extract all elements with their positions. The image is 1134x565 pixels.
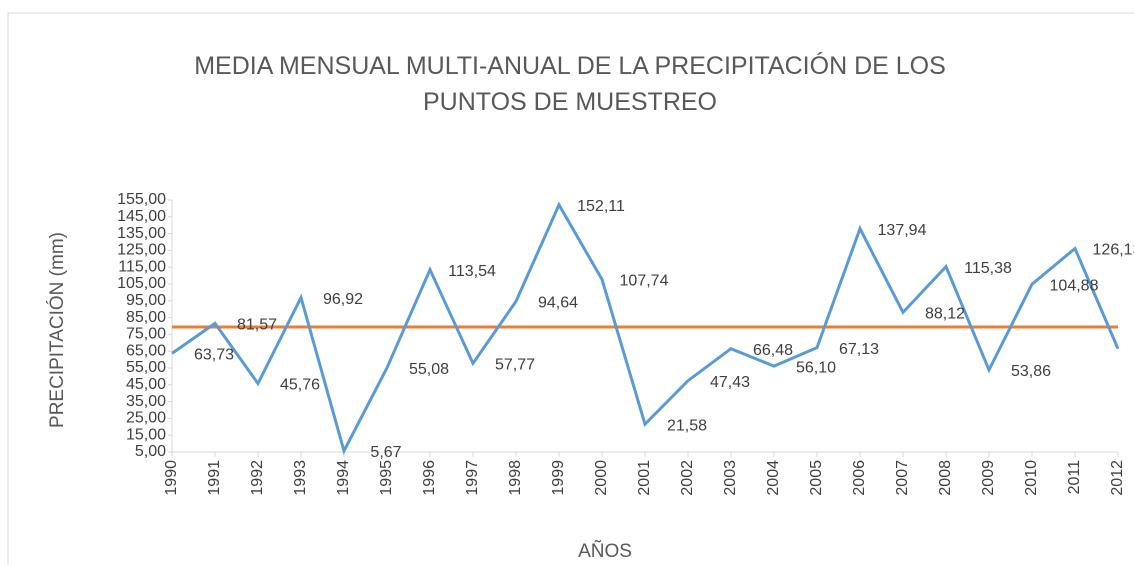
data-label: 152,11	[577, 198, 625, 215]
y-tick-label: 105,00	[117, 275, 166, 292]
y-tick-label: 45,00	[126, 376, 166, 393]
chart-border	[7, 12, 1134, 565]
data-label: 55,08	[409, 361, 449, 378]
x-tick-label: 2010	[1023, 460, 1040, 496]
x-tick-label: 1995	[378, 460, 395, 496]
data-label: 81,57	[237, 317, 277, 334]
y-tick-label: 15,00	[126, 426, 166, 443]
y-axis-label: PRECIPITACIÓN (mm)	[46, 232, 68, 428]
x-tick-label: 2008	[937, 460, 954, 496]
data-label: 126,13	[1093, 242, 1134, 259]
x-tick-label: 2011	[1066, 460, 1083, 495]
x-tick-label: 1990	[163, 460, 180, 496]
data-label: 113,54	[448, 263, 496, 280]
data-label: 45,76	[280, 377, 320, 394]
data-label: 88,12	[925, 306, 965, 323]
data-label: 47,43	[710, 374, 750, 391]
data-label: 5,67	[370, 444, 401, 461]
x-tick-label: 2004	[765, 460, 782, 496]
y-tick-label: 95,00	[126, 292, 166, 309]
y-tick-label: 25,00	[126, 410, 166, 427]
series-line	[171, 201, 1120, 455]
y-tick-label: 85,00	[126, 309, 166, 326]
x-tick-label: 2002	[679, 460, 696, 496]
data-label: 53,86	[1011, 363, 1051, 380]
y-tick-label: 75,00	[126, 326, 166, 343]
x-tick-label: 2009	[980, 460, 997, 496]
data-label: 107,74	[620, 273, 669, 290]
x-tick-label: 2012	[1109, 460, 1126, 496]
y-tick-label: 125,00	[117, 242, 166, 259]
data-label: 96,92	[323, 291, 363, 308]
data-label: 67,13	[839, 341, 879, 358]
data-label: 137,94	[878, 222, 927, 239]
x-tick-label: 1999	[550, 460, 567, 496]
x-tick-label: 2003	[722, 460, 739, 496]
data-label: 57,77	[495, 357, 535, 374]
x-tick-label: 2001	[636, 460, 653, 496]
x-axis-label: AÑOS	[578, 540, 632, 562]
x-tick-label: 1996	[421, 460, 438, 496]
x-tick-label: 1993	[292, 460, 309, 496]
x-tick-label: 2006	[851, 460, 868, 496]
x-tick-label: 1992	[249, 460, 266, 496]
data-label: 115,38	[964, 260, 1012, 277]
x-tick-label: 1998	[507, 460, 524, 496]
y-tick-label: 5,00	[135, 443, 166, 460]
y-tick-label: 115,00	[118, 258, 166, 275]
chart-title: MEDIA MENSUAL MULTI-ANUAL DE LA PRECIPIT…	[194, 52, 946, 116]
data-label: 21,58	[667, 417, 707, 434]
data-label: 56,10	[796, 359, 836, 376]
x-tick-label: 1991	[206, 460, 223, 496]
x-tick-label: 1994	[335, 460, 352, 496]
y-tick-label: 55,00	[126, 359, 166, 376]
y-tick-label: 35,00	[126, 393, 166, 410]
data-label: 66,48	[753, 342, 793, 359]
y-tick-label: 155,00	[117, 191, 166, 208]
data-label: 94,64	[538, 295, 578, 312]
data-label: 63,73	[194, 347, 234, 364]
x-tick-label: 2000	[593, 460, 610, 496]
data-label: 104,88	[1050, 277, 1099, 294]
y-tick-label: 65,00	[126, 342, 166, 359]
y-tick-label: 145,00	[117, 208, 166, 225]
x-tick-label: 2007	[894, 460, 911, 496]
x-tick-label: 1997	[464, 460, 481, 496]
x-tick-label: 2005	[808, 460, 825, 496]
y-tick-label: 135,00	[117, 225, 166, 242]
